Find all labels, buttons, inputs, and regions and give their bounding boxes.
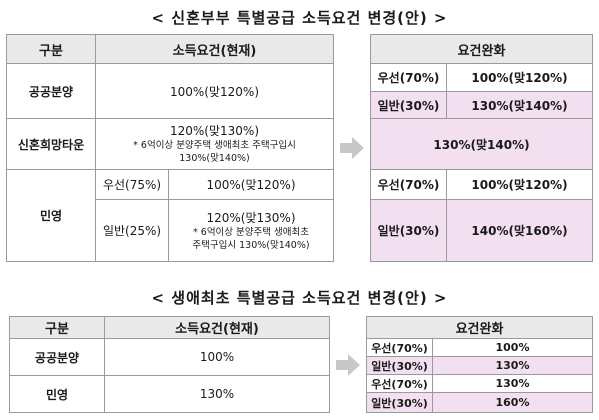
relaxed-priority-value: 100%(맞120%) — [446, 63, 593, 92]
newlywed-town-value: 120%(맞130%) — [169, 123, 260, 138]
newlywed-current-table: 구분 소득요건(현재) 공공분양 100%(맞120%) 신혼희망타운 120%… — [6, 34, 334, 262]
private-general-value: 120%(맞130%) — [206, 210, 296, 225]
arrow-right-icon — [340, 137, 364, 159]
private-priority-label: 우선(75%) — [95, 169, 169, 200]
relaxed2-private-priority-label: 우선(70%) — [366, 374, 433, 393]
public-income-value: 100%(맞120%) — [95, 63, 334, 119]
private-general-note-b: 주택구입시 130%(맞140%) — [192, 239, 310, 251]
relaxed-private-general-label: 일반(30%) — [370, 199, 447, 262]
newlywed-relaxed-table: 요건완화 우선(70%) 100%(맞120%) 일반(30%) 130%(맞1… — [370, 34, 593, 262]
relaxed2-public-priority-label: 우선(70%) — [366, 338, 433, 357]
relaxed-priority-label: 우선(70%) — [370, 63, 447, 92]
private-general-income: 120%(맞130%) * 6억이상 분양주택 생애최초 주택구입시 130%(… — [168, 199, 334, 262]
relaxed2-private-general-label: 일반(30%) — [366, 392, 433, 413]
newlywed-town-note-b: 130%(맞140%) — [179, 152, 250, 164]
newlywed-town-income: 120%(맞130%) * 6억이상 분양주택 생애최초 주택구입시 130%(… — [95, 118, 334, 170]
header-category: 구분 — [6, 34, 96, 64]
relaxed2-private-general-value: 160% — [432, 392, 593, 413]
header-income-current-2: 소득요건(현재) — [104, 316, 330, 339]
relaxed2-public-priority-value: 100% — [432, 338, 593, 357]
private-general-label: 일반(25%) — [95, 199, 169, 262]
first-home-relaxed-table: 요건완화 우선(70%) 100% 일반(30%) 130% 우선(70%) 1… — [366, 316, 593, 413]
first-home-current-table: 구분 소득요건(현재) 공공분양 100% 민영 130% — [9, 316, 330, 413]
private-income-value-2: 130% — [104, 375, 330, 413]
header-category-2: 구분 — [9, 316, 105, 339]
relaxed-private-priority-label: 우선(70%) — [370, 169, 447, 200]
private-priority-value: 100%(맞120%) — [168, 169, 334, 200]
public-income-value-2: 100% — [104, 338, 330, 376]
relaxed2-public-general-value: 130% — [432, 356, 593, 375]
row-label-private: 민영 — [6, 169, 96, 262]
section2-title: < 생애최초 특별공급 소득요건 변경(안) > — [151, 289, 448, 307]
relaxed-private-general-value: 140%(맞160%) — [446, 199, 593, 262]
header-income-current: 소득요건(현재) — [95, 34, 334, 64]
header-relaxed: 요건완화 — [370, 34, 593, 64]
relaxed-general-value: 130%(맞140%) — [446, 91, 593, 119]
row-label-newlywed-town: 신혼희망타운 — [6, 118, 96, 170]
relaxed-general-label: 일반(30%) — [370, 91, 447, 119]
row-label-public-2: 공공분양 — [9, 338, 105, 376]
private-general-note-a: * 6억이상 분양주택 생애최초 — [193, 226, 309, 238]
arrow-right-icon — [336, 354, 360, 376]
row-label-private-2: 민영 — [9, 375, 105, 413]
section1-title: < 신혼부부 특별공급 소득요건 변경(안) > — [151, 9, 448, 27]
header-relaxed-2: 요건완화 — [366, 316, 593, 339]
relaxed2-private-priority-value: 130% — [432, 374, 593, 393]
relaxed2-public-general-label: 일반(30%) — [366, 356, 433, 375]
row-label-public: 공공분양 — [6, 63, 96, 119]
newlywed-town-note-a: * 6억이상 분양주택 생애최초 주택구입시 — [133, 139, 296, 151]
relaxed-newlywed-town-value: 130%(맞140%) — [370, 118, 593, 170]
relaxed-private-priority-value: 100%(맞120%) — [446, 169, 593, 200]
